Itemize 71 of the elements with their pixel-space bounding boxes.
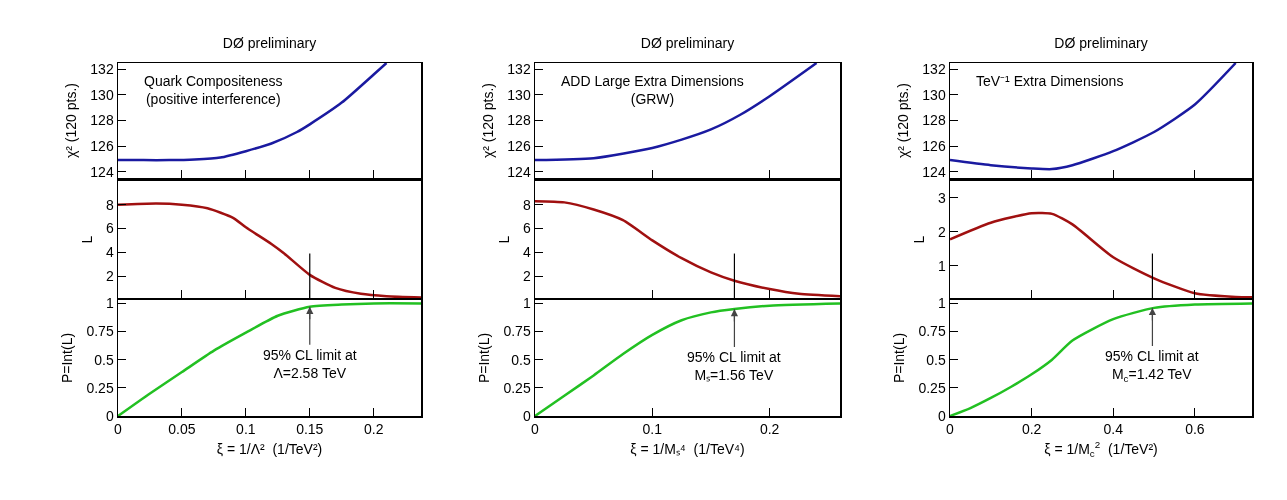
chart-title: DØ preliminary	[640, 34, 735, 51]
y-tick-label: 0	[105, 407, 114, 424]
y-tick-label: 0.75	[86, 323, 114, 340]
y-axis-title: L	[495, 235, 512, 244]
y-tick-label: 124	[90, 163, 114, 180]
y-tick-label: 132	[922, 61, 946, 78]
y-tick-label: 2	[105, 267, 114, 284]
annotation: TeV⁻¹ Extra Dimensions	[976, 73, 1124, 89]
y-tick-label: 128	[90, 112, 114, 129]
x-axis-title: ξ = 1/M$_{c}$$^{2}$ (1/TeV²)	[1044, 439, 1158, 460]
y-tick-label: 1	[522, 295, 531, 312]
y-tick-label: 1	[105, 295, 114, 312]
y-tick-label: 6	[105, 220, 114, 237]
x-axis-title: ξ = 1/Λ² (1/TeV²)	[216, 441, 323, 458]
x-axis-title: ξ = 1/Mₛ⁴ (1/TeV⁴)	[630, 441, 745, 458]
y-tick-label: 3	[937, 189, 946, 206]
y-tick-label: 6	[522, 220, 531, 237]
y-tick-label: 130	[922, 86, 946, 103]
y-axis-title: P=Int(L)	[476, 332, 493, 384]
y-tick-label: 0.25	[86, 379, 114, 396]
y-tick-label: 4	[105, 244, 114, 261]
y-axis-title: L	[910, 235, 927, 244]
x-tick-label: 0.6	[1185, 421, 1205, 438]
x-tick-label: 0.2	[759, 421, 780, 438]
annotation: 95% CL limit at M$_{c}$=1.42 TeV	[1105, 348, 1199, 385]
x-tick-label: 0.05	[168, 421, 196, 438]
annotation: ADD Large Extra Dimensions (GRW)	[561, 73, 744, 108]
y-tick-label: 124	[507, 163, 531, 180]
y-axis-title: χ² (120 pts.)	[63, 82, 80, 159]
annotation: Quark Compositeness (positive interference)	[144, 73, 283, 108]
y-tick-label: 2	[937, 223, 946, 240]
y-tick-label: 126	[507, 137, 531, 154]
y-axis-title: P=Int(L)	[891, 332, 908, 384]
y-tick-label: 8	[105, 196, 114, 213]
y-tick-label: 0.25	[918, 379, 946, 396]
chart-title: DØ preliminary	[1054, 34, 1148, 51]
y-axis-title: χ² (120 pts.)	[895, 82, 912, 159]
y-tick-label: 0.5	[511, 351, 531, 368]
y-tick-label: 2	[522, 267, 531, 284]
y-tick-label: 0.5	[94, 351, 114, 368]
x-tick-label: 0.2	[363, 421, 384, 438]
y-tick-label: 8	[522, 196, 531, 213]
y-tick-label: 0.75	[503, 323, 531, 340]
x-tick-label: 0.2	[1021, 421, 1042, 438]
y-tick-label: 130	[507, 86, 531, 103]
chart-title: DØ preliminary	[222, 34, 317, 51]
y-tick-label: 130	[90, 86, 114, 103]
y-tick-label: 128	[507, 112, 531, 129]
y-tick-label: 1	[937, 257, 946, 274]
y-axis-title: P=Int(L)	[59, 332, 76, 384]
y-tick-label: 126	[922, 137, 946, 154]
y-tick-label: 0.75	[918, 323, 946, 340]
x-tick-label: 0.1	[236, 421, 256, 438]
y-tick-label: 128	[922, 112, 946, 129]
y-axis-title: χ² (120 pts.)	[480, 82, 497, 159]
y-tick-label: 0.5	[926, 351, 946, 368]
y-tick-label: 0.25	[503, 379, 531, 396]
y-tick-label: 0	[937, 407, 946, 424]
y-tick-label: 124	[922, 163, 946, 180]
y-tick-label: 126	[90, 137, 114, 154]
y-tick-label: 1	[937, 295, 946, 312]
x-tick-label: 0.4	[1103, 421, 1124, 438]
y-tick-label: 4	[522, 244, 531, 261]
y-tick-label: 132	[90, 61, 114, 78]
x-tick-label: 0.1	[642, 421, 663, 438]
annotation: 95% CL limit at Mₛ=1.56 TeV	[687, 349, 781, 384]
y-tick-label: 0	[522, 407, 531, 424]
annotation: 95% CL limit at Λ=2.58 TeV	[263, 347, 357, 382]
y-axis-title: L	[78, 235, 95, 244]
x-tick-label: 0.15	[296, 421, 324, 438]
y-tick-label: 132	[507, 61, 531, 78]
